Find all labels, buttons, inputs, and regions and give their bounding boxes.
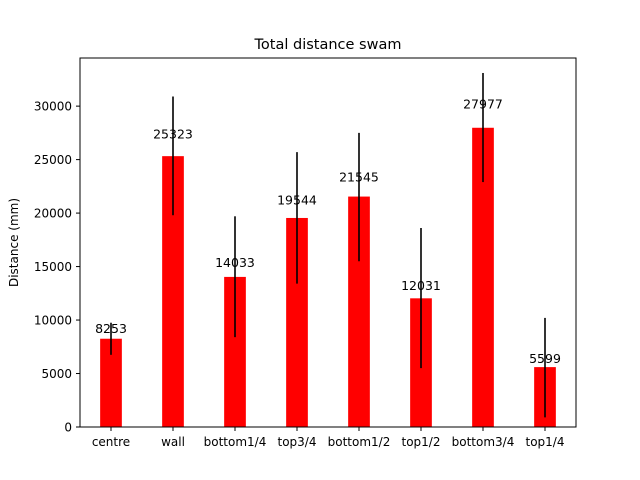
y-tick-label-5: 20000 [34,207,72,221]
x-tick-label-8: top1/4 [526,435,565,449]
x-tick-label-1: centre [92,435,130,449]
bar-5 [348,196,370,427]
x-tick-label-3: bottom1/4 [204,435,267,449]
y-axis: 0 5000 10000 15000 20000 25000 30000 [34,100,80,435]
x-tick-label-4: top3/4 [278,435,317,449]
data-label-3: 14033 [215,255,255,270]
data-label-6: 12031 [401,278,441,293]
y-tick-label-2: 5000 [41,367,72,381]
bar-3 [224,276,246,427]
x-tick-label-7: bottom3/4 [452,435,515,449]
data-label-4: 19544 [277,192,317,207]
y-tick-label-4: 15000 [34,260,72,274]
data-label-2: 25323 [153,127,193,142]
bar-2 [162,156,184,428]
y-tick-label-6: 25000 [34,153,72,167]
x-tick-label-5: bottom1/2 [328,435,391,449]
data-label-7: 27977 [463,96,503,111]
y-tick-label-3: 10000 [34,314,72,328]
chart-title: Total distance swam [254,37,402,53]
x-tick-label-6: top1/2 [402,435,441,449]
bar-7 [472,127,494,428]
x-tick-label-2: wall [161,435,185,449]
bars-group [100,127,556,428]
error-bars-group [110,72,546,418]
y-tick-label-7: 30000 [34,100,72,114]
bar-4 [286,217,308,427]
data-label-8: 5599 [529,351,561,366]
data-label-1: 8253 [95,321,127,336]
x-axis: centre wall bottom1/4 top3/4 bottom1/2 top1/2… [92,427,565,449]
data-label-5: 21545 [339,170,379,185]
plot-frame [79,57,577,428]
data-labels-group: 8253 25323 14033 19544 21545 12031 27977 5599 [95,96,561,366]
y-tick-label-1: 0 [64,421,72,435]
y-axis-label: Distance (mm) [7,198,21,287]
bar-1 [100,338,122,427]
